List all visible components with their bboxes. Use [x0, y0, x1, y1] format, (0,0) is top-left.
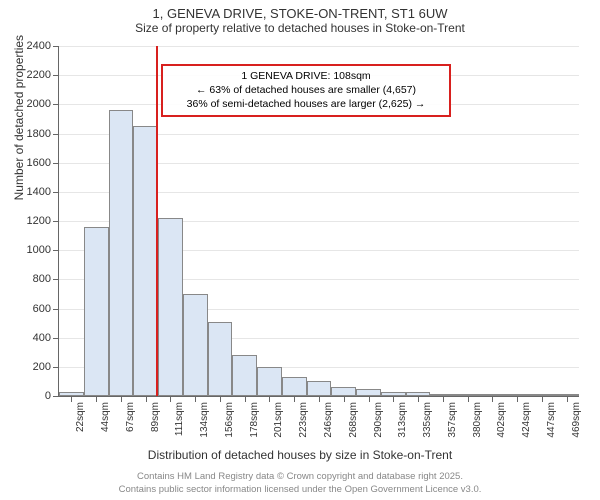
- x-tick: [121, 396, 122, 402]
- y-tick: [53, 134, 59, 135]
- x-tick: [517, 396, 518, 402]
- x-tick-label: 246sqm: [323, 402, 334, 438]
- histogram-bar: [307, 381, 332, 396]
- y-tick: [53, 75, 59, 76]
- property-marker-line: [156, 46, 158, 396]
- y-tick-label: 400: [33, 332, 51, 344]
- y-tick: [53, 250, 59, 251]
- y-tick-label: 1200: [27, 215, 51, 227]
- y-axis-title: Number of detached properties: [12, 35, 26, 200]
- y-tick: [53, 163, 59, 164]
- y-tick-label: 200: [33, 361, 51, 373]
- histogram-bar: [282, 377, 307, 396]
- x-tick-label: 178sqm: [249, 402, 260, 438]
- plot-area: 0200400600800100012001400160018002000220…: [58, 46, 579, 397]
- x-tick-label: 67sqm: [125, 402, 136, 432]
- chart-title-main: 1, GENEVA DRIVE, STOKE-ON-TRENT, ST1 6UW: [0, 0, 600, 21]
- y-tick: [53, 104, 59, 105]
- x-tick-label: 290sqm: [373, 402, 384, 438]
- x-tick: [418, 396, 419, 402]
- y-tick: [53, 46, 59, 47]
- y-tick-label: 0: [45, 390, 51, 402]
- histogram-bar: [84, 227, 109, 396]
- x-tick: [269, 396, 270, 402]
- x-axis-title: Distribution of detached houses by size …: [0, 448, 600, 462]
- x-tick-label: 424sqm: [521, 402, 532, 438]
- footer-line-1: Contains HM Land Registry data © Crown c…: [0, 471, 600, 483]
- y-tick-label: 1400: [27, 186, 51, 198]
- histogram-bar: [208, 322, 233, 396]
- y-tick-label: 1600: [27, 157, 51, 169]
- y-tick: [53, 221, 59, 222]
- histogram-bar: [257, 367, 282, 396]
- y-tick-label: 2200: [27, 69, 51, 81]
- x-tick: [393, 396, 394, 402]
- histogram-bar: [109, 110, 134, 396]
- y-tick-label: 2400: [27, 40, 51, 52]
- y-tick-label: 800: [33, 273, 51, 285]
- x-tick-label: 447sqm: [546, 402, 557, 438]
- x-tick-label: 201sqm: [273, 402, 284, 438]
- x-tick-label: 313sqm: [397, 402, 408, 438]
- footer-line-2: Contains public sector information licen…: [0, 484, 600, 496]
- histogram-bar: [232, 355, 257, 396]
- y-tick-label: 600: [33, 303, 51, 315]
- x-tick: [195, 396, 196, 402]
- x-tick-label: 380sqm: [472, 402, 483, 438]
- x-tick: [369, 396, 370, 402]
- y-tick: [53, 279, 59, 280]
- annotation-line: ← 63% of detached houses are smaller (4,…: [169, 83, 443, 97]
- x-tick: [71, 396, 72, 402]
- y-tick: [53, 309, 59, 310]
- x-tick-label: 402sqm: [496, 402, 507, 438]
- x-tick-label: 111sqm: [174, 402, 185, 436]
- y-tick-label: 1000: [27, 244, 51, 256]
- histogram-bar: [158, 218, 183, 396]
- x-tick: [542, 396, 543, 402]
- x-tick: [220, 396, 221, 402]
- x-tick: [468, 396, 469, 402]
- x-tick: [170, 396, 171, 402]
- x-tick-label: 89sqm: [150, 402, 161, 432]
- chart-container: 1, GENEVA DRIVE, STOKE-ON-TRENT, ST1 6UW…: [0, 0, 600, 500]
- x-tick: [146, 396, 147, 402]
- x-tick: [96, 396, 97, 402]
- annotation-line: 1 GENEVA DRIVE: 108sqm: [169, 69, 443, 83]
- y-tick: [53, 338, 59, 339]
- x-tick-label: 156sqm: [224, 402, 235, 438]
- y-tick: [53, 192, 59, 193]
- histogram-bar: [331, 387, 356, 396]
- y-tick: [53, 396, 59, 397]
- y-tick-label: 1800: [27, 128, 51, 140]
- x-tick-label: 22sqm: [75, 402, 86, 432]
- x-tick: [443, 396, 444, 402]
- x-tick-label: 44sqm: [100, 402, 111, 432]
- annotation-callout: 1 GENEVA DRIVE: 108sqm← 63% of detached …: [161, 64, 451, 117]
- x-tick: [492, 396, 493, 402]
- x-tick: [294, 396, 295, 402]
- x-tick-label: 134sqm: [199, 402, 210, 438]
- annotation-line: 36% of semi-detached houses are larger (…: [169, 97, 443, 111]
- histogram-bar: [183, 294, 208, 396]
- x-tick-label: 469sqm: [571, 402, 582, 438]
- y-tick: [53, 367, 59, 368]
- x-tick: [344, 396, 345, 402]
- chart-title-sub: Size of property relative to detached ho…: [0, 21, 600, 39]
- x-tick-label: 335sqm: [422, 402, 433, 438]
- x-tick-label: 268sqm: [348, 402, 359, 438]
- histogram-bar: [133, 126, 158, 396]
- footer-attribution: Contains HM Land Registry data © Crown c…: [0, 471, 600, 496]
- x-tick-label: 357sqm: [447, 402, 458, 438]
- gridline: [59, 46, 579, 47]
- x-tick: [319, 396, 320, 402]
- x-tick-label: 223sqm: [298, 402, 309, 438]
- x-tick: [567, 396, 568, 402]
- y-tick-label: 2000: [27, 98, 51, 110]
- x-tick: [245, 396, 246, 402]
